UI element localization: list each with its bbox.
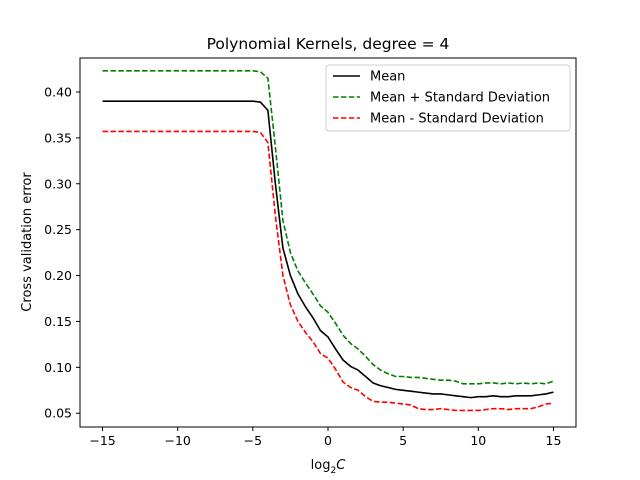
x-axis-label-base: log <box>311 458 331 473</box>
x-tick-label: 10 <box>470 433 486 448</box>
series-lines <box>102 70 554 412</box>
chart-title: Polynomial Kernels, degree = 4 <box>207 35 450 53</box>
y-tick-label: 0.40 <box>44 84 72 99</box>
series-line-2 <box>102 130 554 412</box>
x-tick-label: 15 <box>546 433 562 448</box>
x-axis-label-var: C <box>336 458 346 473</box>
y-tick-label: 0.15 <box>44 314 72 329</box>
x-tick-label: 5 <box>399 433 407 448</box>
y-axis-label: Cross validation error <box>20 172 35 312</box>
y-tick-label: 0.25 <box>44 222 72 237</box>
ticks: −15 −10 −5 0 5 10 15 0.05 0.10 0.15 0.20 0.25 0.30 0.… <box>44 84 561 448</box>
y-tick-label: 0.10 <box>44 360 72 375</box>
x-tick-label: −10 <box>165 433 191 448</box>
x-tick-label: 0 <box>324 433 332 448</box>
y-tick-label: 0.30 <box>44 176 72 191</box>
x-axis-label-sub: 2 <box>331 466 337 476</box>
legend-label-1: Mean + Standard Deviation <box>370 91 550 106</box>
plot-frame <box>79 57 577 428</box>
y-tick-label: 0.35 <box>44 130 72 145</box>
x-axis-label: log2C <box>311 458 347 476</box>
series-line-1 <box>102 70 554 385</box>
y-tick-label: 0.20 <box>44 268 72 283</box>
y-tick-label: 0.05 <box>44 406 72 421</box>
x-tick-label: −5 <box>244 433 262 448</box>
series-line-0 <box>102 100 554 399</box>
legend-box <box>325 64 571 132</box>
x-tick-label: −15 <box>89 433 115 448</box>
legend-label-0: Mean <box>370 70 405 85</box>
legend-label-2: Mean - Standard Deviation <box>370 112 544 127</box>
legend: Mean Mean + Standard Deviation Mean - Stan… <box>325 64 571 132</box>
